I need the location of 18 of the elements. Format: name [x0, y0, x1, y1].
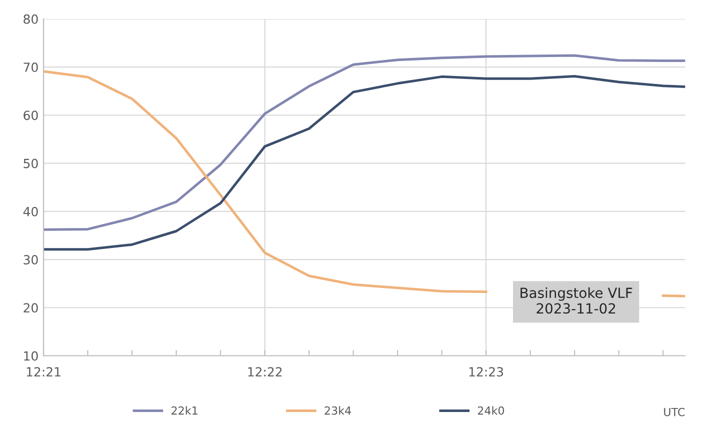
x-axis-title: UTC	[664, 408, 685, 416]
y-tick-label: 60	[24, 110, 38, 120]
y-tick-label: 80	[24, 14, 38, 24]
annotation: Basingstoke VLF 2023-11-02	[520, 287, 632, 314]
y-tick-label: 40	[23, 206, 38, 216]
legend-label: 23k4	[324, 406, 351, 415]
y-tick-label: 70	[24, 62, 38, 72]
x-tick-label: 12:22	[248, 367, 282, 376]
line-series	[44, 74, 686, 251]
legend-label: 22k1	[172, 406, 198, 415]
y-tick-label: 50	[24, 158, 38, 168]
y-tick-label: 20	[24, 303, 38, 313]
x-tick-label: 12:21	[26, 367, 60, 376]
x-tick-label: 12:23	[469, 367, 504, 377]
y-tick-label: 30	[24, 254, 38, 264]
legend-label: 24k0	[478, 406, 504, 415]
line-series	[44, 54, 686, 231]
y-tick-label: 10	[24, 351, 38, 361]
